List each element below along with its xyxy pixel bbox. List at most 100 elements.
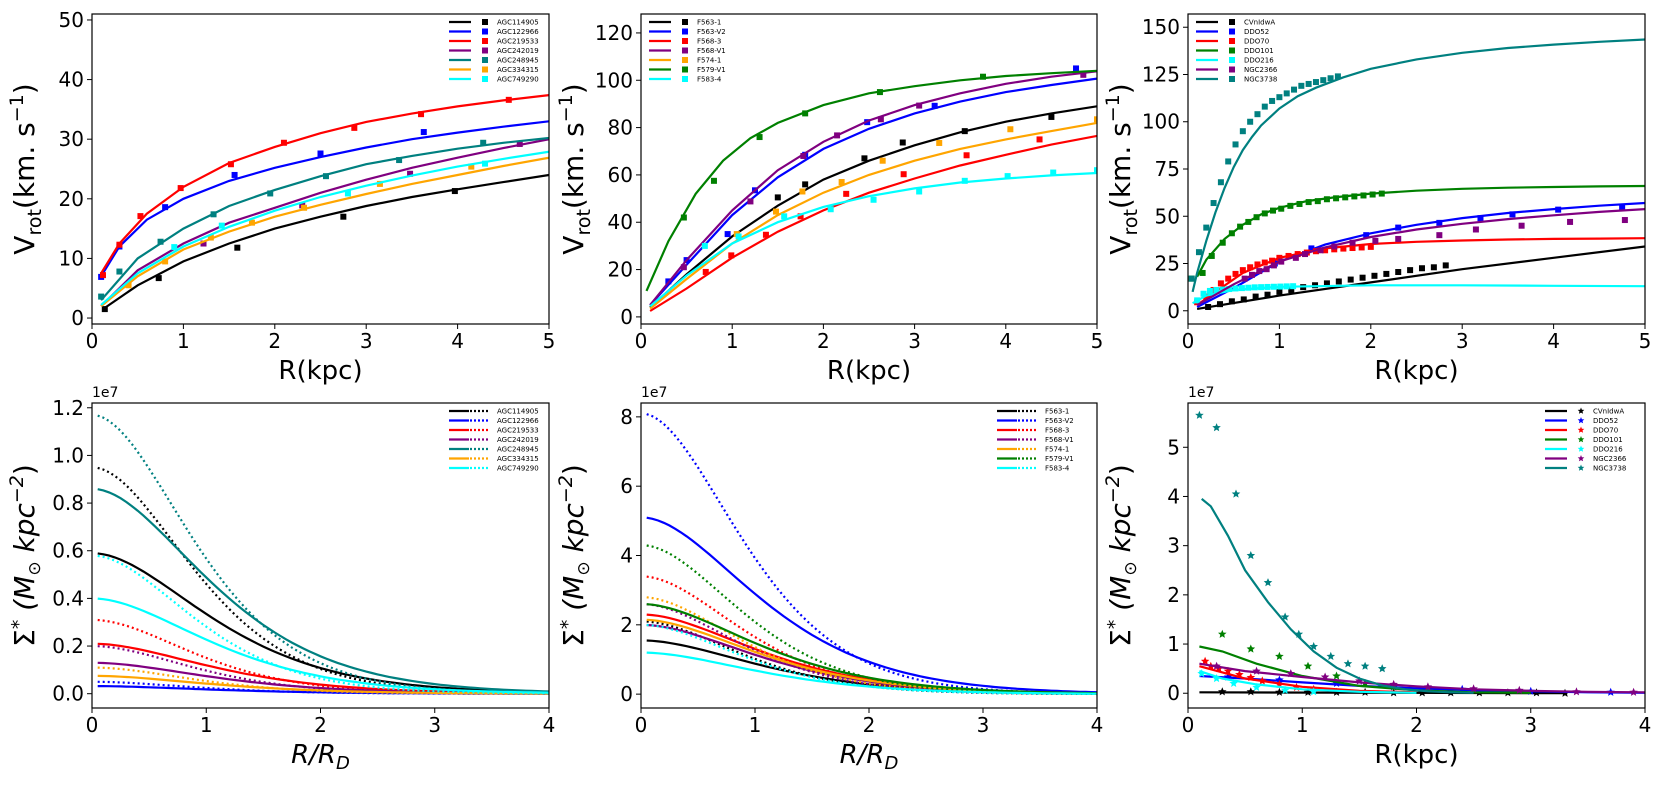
legend-item: F563-1 bbox=[649, 19, 721, 27]
data-point-NGC2366 bbox=[1212, 661, 1221, 670]
data-point-DDO216 bbox=[1251, 284, 1258, 291]
legend-item: CVnIdwA bbox=[1196, 19, 1275, 27]
legend-marker bbox=[482, 57, 488, 63]
data-point-DDO52 bbox=[1477, 215, 1484, 222]
data-point-F568-3 bbox=[797, 213, 804, 220]
legend-label: DDO52 bbox=[1244, 28, 1269, 36]
series-line-F568-V1 bbox=[649, 70, 1097, 306]
legend-label: F568-3 bbox=[1045, 427, 1069, 435]
data-point-F574-1 bbox=[799, 188, 806, 195]
legend-marker bbox=[1229, 76, 1235, 82]
legend-label: AGC122966 bbox=[497, 417, 539, 425]
data-point-AGC248945 bbox=[396, 157, 403, 164]
data-point-CVnIdwA bbox=[1383, 270, 1390, 277]
data-point-DDO101 bbox=[1219, 239, 1226, 246]
y-tick-label: 5 bbox=[1167, 435, 1180, 459]
data-point-CVnIdwA bbox=[1216, 301, 1223, 308]
data-point-NGC3738 bbox=[1334, 73, 1341, 80]
data-point-AGC749290 bbox=[171, 244, 178, 251]
data-point-F563-1 bbox=[1048, 113, 1055, 120]
legend-marker bbox=[1577, 426, 1585, 433]
data-point-AGC749290 bbox=[482, 160, 489, 167]
legend-item: F583-4 bbox=[649, 76, 722, 84]
series-line-F583-4 bbox=[649, 171, 1097, 308]
data-point-AGC219533 bbox=[116, 241, 123, 248]
data-point-F583-4 bbox=[1050, 169, 1057, 176]
data-point-DDO70 bbox=[1246, 673, 1256, 682]
data-point-DDO70 bbox=[1254, 261, 1261, 268]
data-point-NGC3738 bbox=[1195, 249, 1202, 256]
legend-marker bbox=[482, 19, 488, 25]
y-axis-label: Σ* (M⊙ kpc−2) bbox=[555, 464, 594, 647]
data-point-DDO101 bbox=[1305, 199, 1312, 206]
data-point-CVnIdwA bbox=[1228, 298, 1235, 305]
x-tick-label: 2 bbox=[1410, 713, 1423, 737]
y-axis-label: Σ* (M⊙ kpc−2) bbox=[1102, 464, 1141, 647]
series-solid-AGC749290 bbox=[97, 597, 549, 694]
data-point-NGC2366 bbox=[1515, 685, 1524, 694]
legend-label: DDO52 bbox=[1593, 417, 1618, 425]
data-point-F568-V1 bbox=[680, 264, 687, 271]
data-point-NGC3738 bbox=[1203, 224, 1210, 231]
x-tick-label: 0 bbox=[86, 713, 99, 737]
data-point-NGC3738 bbox=[1326, 651, 1336, 660]
series-line-DDO101 bbox=[1199, 645, 1531, 694]
series-dotted-F579-V1 bbox=[646, 544, 1097, 695]
series-line-AGC122966 bbox=[100, 120, 549, 277]
data-point-DDO70 bbox=[1239, 267, 1246, 274]
x-tick-label: 1 bbox=[200, 713, 213, 737]
data-point-AGC334315 bbox=[207, 234, 214, 241]
data-point-DDO216 bbox=[1245, 284, 1252, 291]
data-point-DDO101 bbox=[1261, 210, 1268, 217]
x-axis-label: R/RD bbox=[840, 740, 899, 774]
y-tick-label: 1.2 bbox=[52, 396, 84, 420]
data-point-F574-1 bbox=[879, 157, 886, 164]
data-point-NGC3738 bbox=[1225, 158, 1232, 165]
plot-area bbox=[646, 413, 1097, 696]
data-point-NGC3738 bbox=[1298, 82, 1305, 89]
y-tick-label: 8 bbox=[620, 405, 633, 429]
y-tick-label: 6 bbox=[620, 474, 633, 498]
data-point-NGC3738 bbox=[1217, 179, 1224, 186]
x-tick-label: 4 bbox=[999, 329, 1012, 353]
data-point-NGC2366 bbox=[1469, 684, 1478, 693]
x-axis-label: R(kpc) bbox=[1374, 356, 1458, 386]
legend-item: F583-4 bbox=[997, 465, 1070, 473]
data-point-DDO70 bbox=[1200, 656, 1210, 665]
data-point-NGC2366 bbox=[1241, 275, 1248, 282]
data-point-NGC3738 bbox=[1280, 612, 1290, 621]
series-line-AGC248945 bbox=[100, 136, 549, 301]
data-point-F563-1 bbox=[802, 181, 809, 188]
y-tick-label: 0.8 bbox=[52, 491, 84, 515]
axes-frame bbox=[1187, 402, 1646, 709]
legend-item: NGC3738 bbox=[1196, 76, 1277, 84]
data-point-AGC219533 bbox=[418, 111, 425, 118]
data-point-NGC2366 bbox=[1263, 266, 1270, 273]
legend-label: F563-V2 bbox=[697, 28, 726, 36]
data-point-DDO101 bbox=[1245, 218, 1252, 225]
data-point-DDO101 bbox=[1208, 252, 1215, 259]
data-point-NGC2366 bbox=[1320, 672, 1330, 681]
legend-marker bbox=[482, 47, 488, 54]
y-tick-label: 10 bbox=[59, 246, 84, 270]
data-point-CVnIdwA bbox=[1417, 688, 1427, 697]
legend-item: AGC334315 bbox=[449, 66, 539, 74]
data-point-NGC2366 bbox=[1436, 232, 1443, 239]
y-tick-label: 3 bbox=[1167, 534, 1180, 558]
data-point-F574-1 bbox=[1007, 126, 1014, 133]
data-point-DDO101 bbox=[1228, 230, 1235, 237]
data-point-DDO70 bbox=[1223, 666, 1233, 675]
legend-marker bbox=[1229, 19, 1235, 25]
series-solid-F568-V1 bbox=[646, 623, 1097, 695]
data-point-DDO216 bbox=[1197, 669, 1206, 678]
data-point-DDO70 bbox=[1358, 244, 1365, 251]
legend-marker bbox=[1577, 407, 1585, 414]
data-point-F568-3 bbox=[728, 252, 735, 259]
data-point-F563-1 bbox=[899, 139, 906, 146]
data-point-DDO101 bbox=[1237, 223, 1244, 230]
data-point-DDO216 bbox=[1264, 283, 1271, 290]
data-point-CVnIdwA bbox=[1252, 293, 1259, 300]
